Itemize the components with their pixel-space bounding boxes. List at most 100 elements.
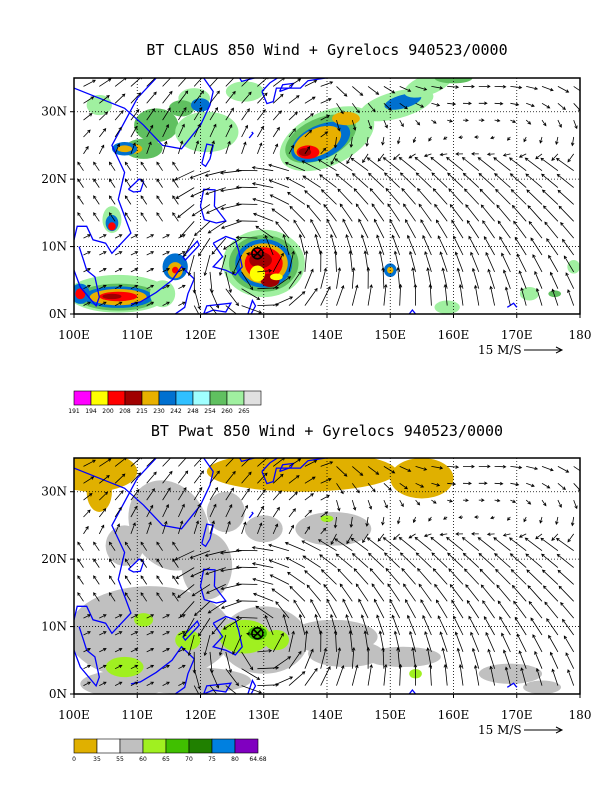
wind-arrow — [193, 520, 200, 535]
wind-arrow — [478, 84, 491, 89]
wind-arrow — [257, 489, 266, 501]
colorbar-swatch — [107, 390, 126, 406]
colorbar-swatch — [124, 390, 143, 406]
wind-arrow — [483, 615, 495, 636]
wind-arrow — [365, 516, 369, 527]
shaded-region — [206, 491, 245, 533]
wind-arrow — [211, 237, 227, 255]
wind-arrow — [178, 458, 187, 467]
shaded-region — [108, 222, 116, 231]
wind-arrow — [317, 539, 337, 552]
wind-arrow — [77, 575, 84, 585]
wind-arrow — [336, 86, 348, 97]
wind-arrow — [140, 212, 148, 222]
wind-arrow — [393, 630, 401, 652]
wind-arrow — [351, 646, 356, 669]
wind-arrow — [193, 486, 203, 501]
wind-arrow — [99, 94, 110, 104]
wind-arrow — [437, 235, 448, 256]
wind-arrow — [179, 221, 195, 238]
wind-arrow — [172, 195, 179, 205]
wind-arrow — [526, 569, 543, 585]
wind-arrow — [288, 291, 306, 306]
colorbar-label: 55 — [116, 756, 124, 763]
wind-arrow — [516, 633, 527, 653]
wind-arrow — [431, 482, 441, 487]
wind-arrow — [478, 552, 495, 568]
wind-arrow — [401, 187, 416, 205]
wind-arrow — [428, 136, 432, 142]
wind-arrow — [399, 86, 412, 92]
wind-arrow — [304, 460, 318, 467]
wind-arrow — [98, 128, 107, 138]
wind-arrow — [320, 81, 334, 87]
x-tick-label: 110E — [121, 328, 153, 342]
wind-arrow — [426, 267, 432, 289]
wind-arrow — [398, 536, 416, 552]
wind-arrow — [288, 458, 302, 467]
wind-arrow — [288, 524, 294, 535]
x-tick-label: 180 — [569, 328, 592, 342]
wind-arrow — [225, 107, 234, 121]
colorbar-label: 80 — [231, 756, 239, 763]
wind-arrow — [205, 204, 226, 214]
wind-arrow — [272, 490, 282, 501]
wind-arrow — [225, 487, 234, 501]
wind-arrow — [252, 577, 274, 585]
wind-arrow — [304, 509, 313, 518]
wind-arrow — [511, 204, 527, 222]
wind-arrow — [198, 617, 211, 637]
wind-arrow — [193, 221, 211, 237]
wind-arrow — [510, 499, 517, 503]
wind-arrow — [172, 161, 179, 171]
wind-arrow — [183, 617, 195, 638]
wind-arrow — [431, 102, 441, 107]
colorbar-swatch — [141, 390, 160, 406]
wind-arrow — [510, 568, 527, 585]
wind-arrow — [241, 685, 263, 694]
wind-arrow — [192, 271, 197, 294]
wind-arrow — [288, 270, 302, 289]
wind-arrow — [241, 141, 247, 155]
wind-arrow — [178, 301, 186, 306]
coastline — [130, 265, 195, 314]
wind-arrow — [565, 652, 575, 669]
wind-arrow — [124, 541, 132, 551]
wind-arrow — [225, 305, 238, 314]
wind-arrow — [301, 540, 321, 552]
wind-arrow — [510, 85, 523, 90]
y-tick-label: 0N — [49, 307, 67, 321]
wind-arrow — [252, 212, 274, 222]
wind-arrow — [222, 237, 242, 250]
wind-arrow — [447, 119, 454, 123]
wind-arrow — [557, 86, 570, 93]
x-tick-label: 120E — [185, 328, 217, 342]
wind-arrow — [288, 111, 298, 121]
wind-arrow — [539, 136, 543, 144]
wind-arrow — [93, 212, 100, 222]
wind-arrow — [449, 583, 464, 602]
wind-arrow — [93, 161, 100, 171]
wind-arrow — [241, 458, 253, 467]
wind-arrow — [124, 212, 132, 222]
shaded-region — [434, 78, 473, 84]
wind-arrow — [383, 663, 388, 686]
wind-arrow — [83, 664, 91, 670]
wind-arrow — [570, 516, 575, 527]
wind-arrow — [207, 220, 227, 234]
wind-arrow — [130, 284, 139, 290]
wind-arrow — [358, 598, 369, 619]
shaded-region — [102, 293, 122, 300]
wind-arrow — [494, 553, 511, 568]
wind-arrow — [447, 465, 460, 469]
wind-arrow — [298, 233, 306, 256]
wind-arrow — [77, 195, 84, 205]
wind-arrow — [130, 142, 136, 155]
wind-arrow — [353, 568, 369, 585]
wind-arrow — [192, 651, 197, 674]
wind-arrow — [350, 157, 369, 172]
wind-arrow — [351, 483, 360, 494]
wind-arrow — [392, 153, 400, 161]
wind-arrow — [351, 119, 357, 131]
wind-arrow — [108, 541, 116, 551]
